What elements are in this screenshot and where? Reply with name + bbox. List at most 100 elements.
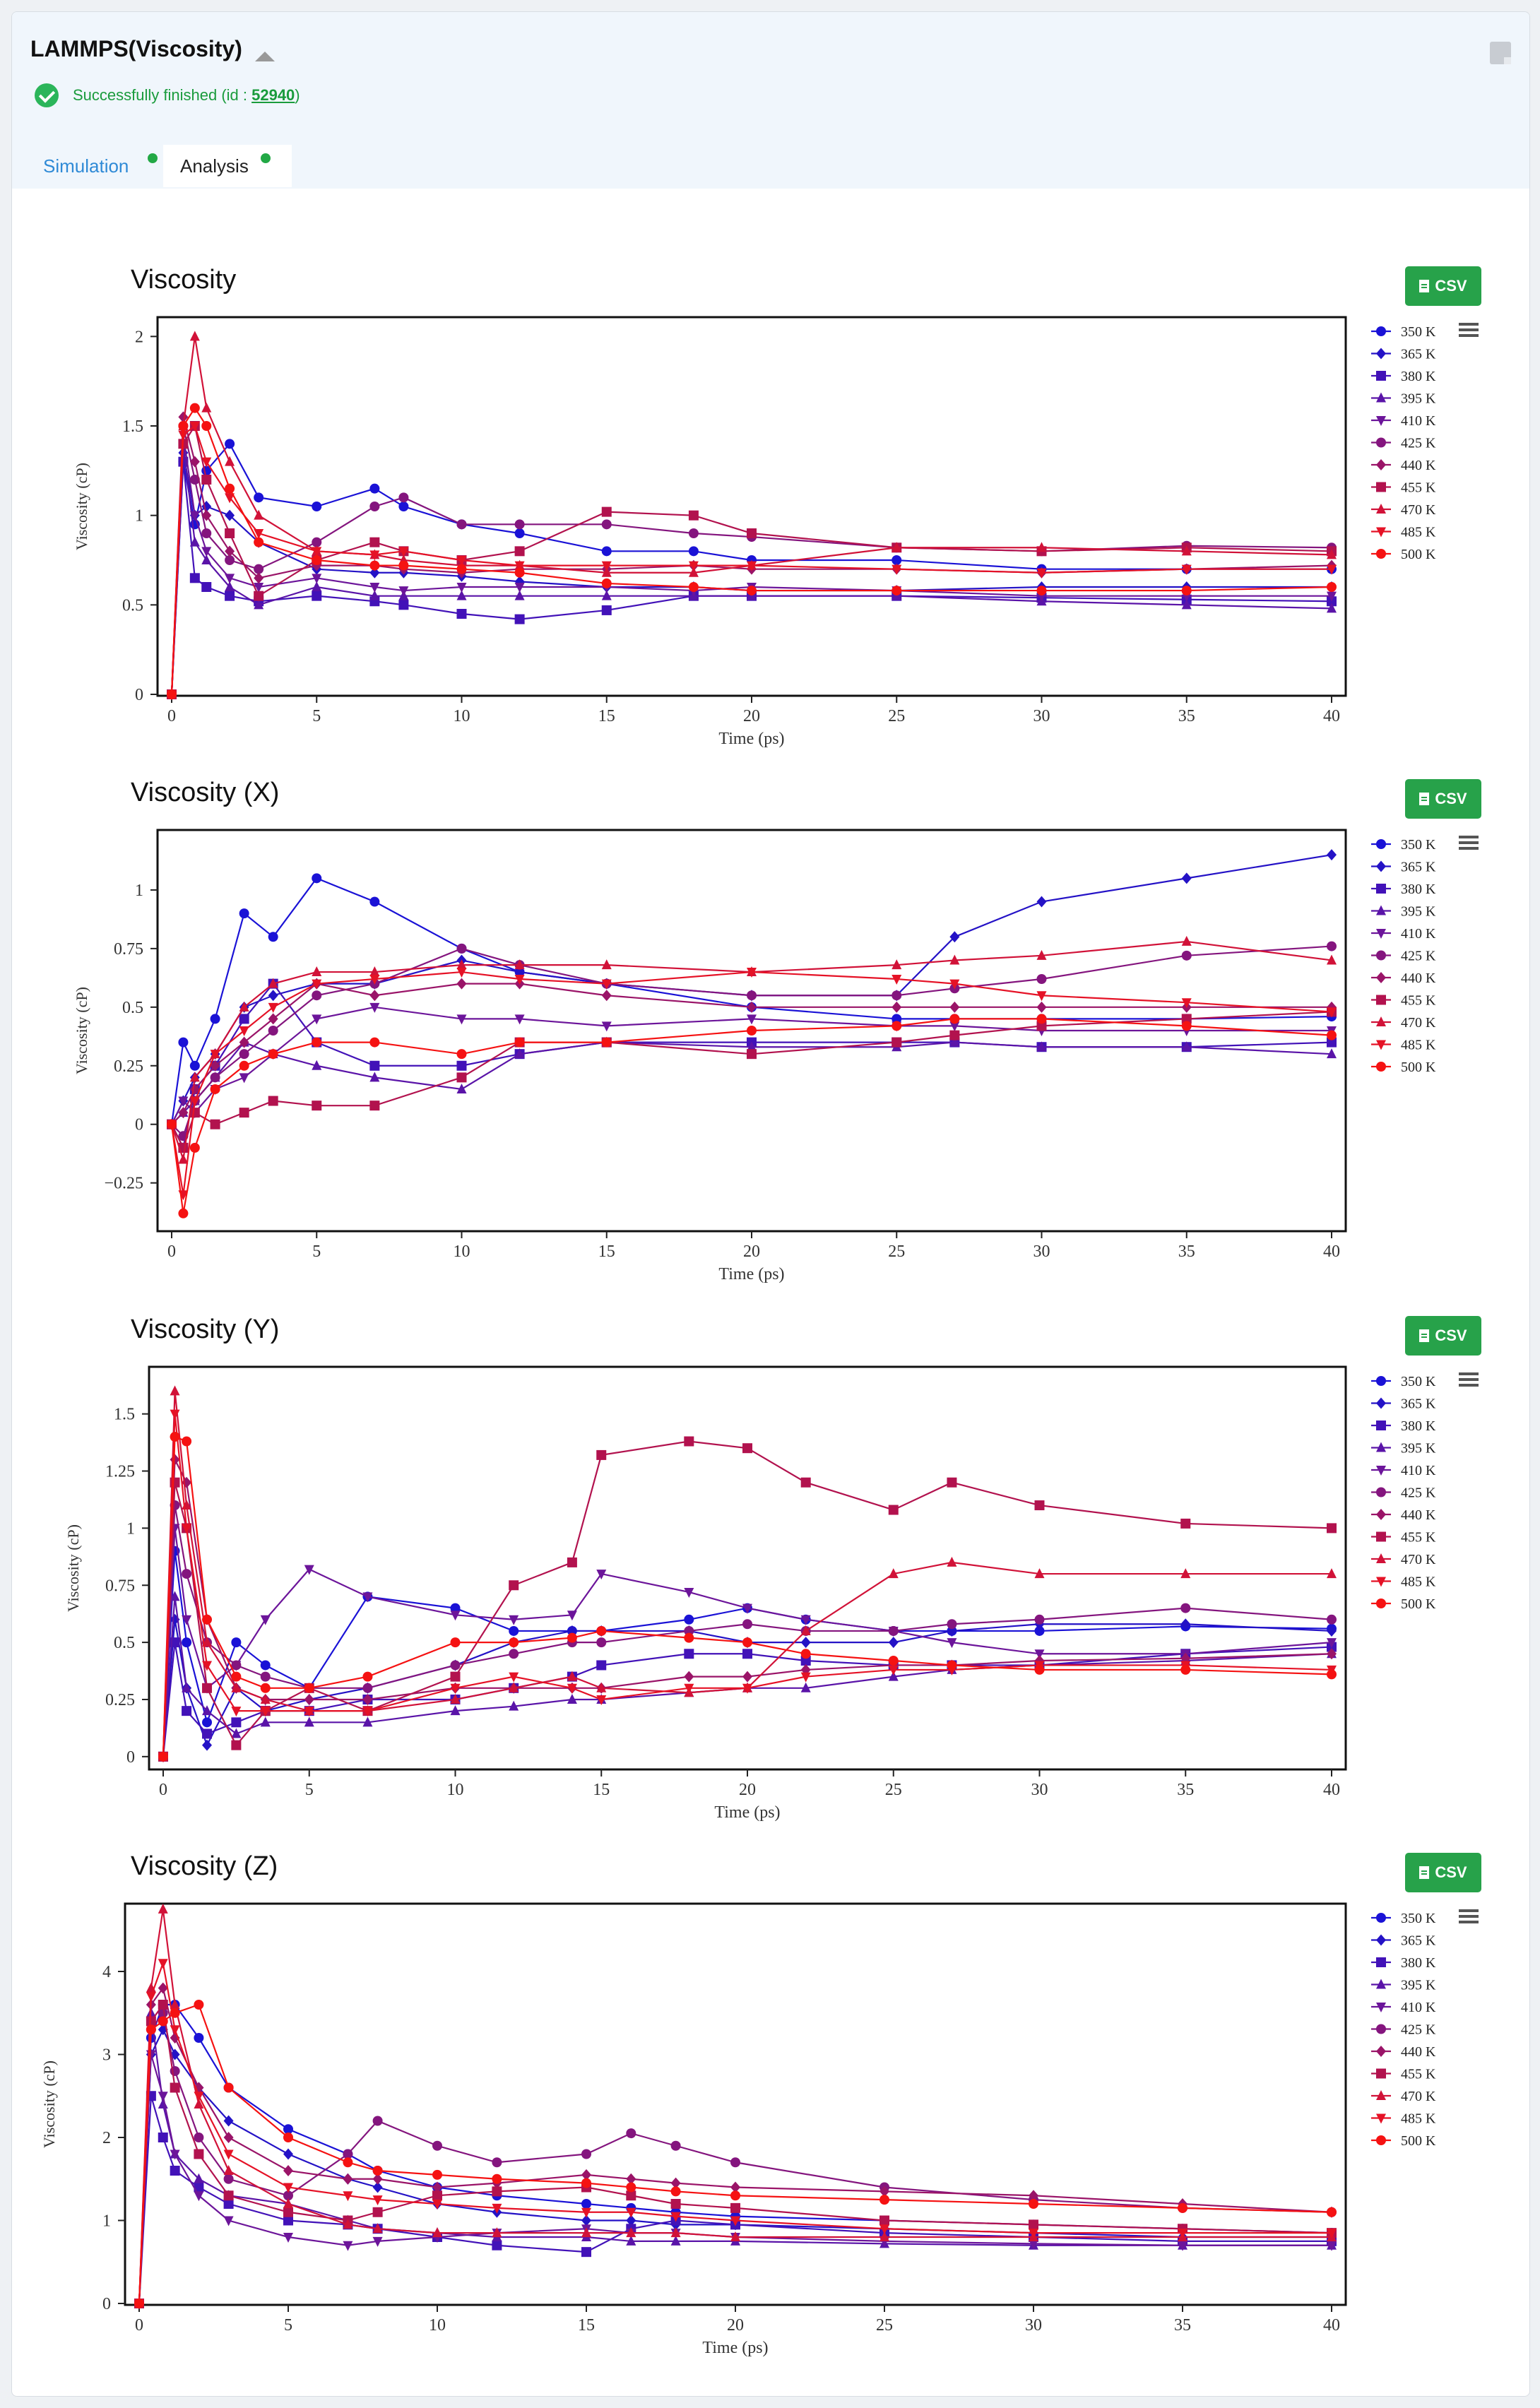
data-point — [223, 2132, 234, 2143]
data-point — [949, 1030, 960, 1040]
data-point — [596, 1695, 607, 1705]
data-point — [1327, 564, 1337, 575]
data-point — [268, 932, 278, 942]
data-point — [223, 2199, 234, 2209]
data-point — [581, 2247, 591, 2258]
hamburger-menu-icon[interactable] — [1459, 1372, 1479, 1387]
data-point — [343, 2191, 353, 2202]
note-icon[interactable] — [1490, 42, 1511, 64]
series-line — [170, 444, 1332, 695]
legend-item: 380 K — [1401, 369, 1436, 384]
csv-download-button[interactable]: CSV — [1405, 266, 1481, 306]
data-point — [730, 2190, 740, 2201]
csv-download-button[interactable]: CSV — [1405, 1316, 1481, 1356]
data-point — [688, 561, 699, 571]
data-point — [456, 1060, 467, 1071]
status-text: Successfully finished (id : 52940) — [73, 86, 300, 104]
hamburger-menu-icon[interactable] — [1459, 323, 1479, 337]
y-tick-label: 0.25 — [114, 1057, 143, 1076]
x-tick-label: 20 — [739, 1781, 756, 1799]
data-point — [170, 1385, 180, 1396]
x-tick-label: 5 — [305, 1781, 314, 1799]
legend-item: 380 K — [1401, 882, 1436, 897]
data-point — [1327, 1669, 1337, 1680]
legend-item: 470 K — [1401, 2089, 1436, 2104]
data-point — [201, 547, 212, 557]
tab-simulation[interactable]: Simulation — [26, 145, 158, 187]
data-point — [509, 1580, 519, 1591]
data-point — [369, 975, 380, 985]
x-tick-label: 35 — [1177, 1781, 1194, 1799]
data-point — [170, 2025, 180, 2036]
caret-up-icon[interactable] — [255, 52, 275, 61]
data-point — [254, 529, 264, 539]
data-point — [1327, 1625, 1337, 1637]
data-point — [343, 2157, 353, 2168]
data-point — [888, 1505, 899, 1515]
data-point — [369, 1072, 380, 1082]
data-point — [1327, 603, 1337, 613]
y-tick-label: 2 — [135, 328, 143, 346]
data-point — [892, 1037, 902, 1048]
y-tick-label: 0.75 — [105, 1577, 135, 1595]
legend-item: 470 K — [1401, 1552, 1436, 1567]
data-point — [369, 537, 380, 547]
job-id-link[interactable]: 52940 — [251, 86, 295, 104]
file-icon — [1419, 1329, 1430, 1342]
legend-marker — [1376, 2024, 1386, 2034]
data-point — [947, 1619, 957, 1630]
data-point — [182, 1436, 192, 1447]
data-point — [949, 1001, 960, 1013]
data-point — [888, 1665, 899, 1675]
data-point — [492, 2157, 502, 2168]
data-point — [202, 1705, 213, 1716]
legend-marker — [1376, 1509, 1386, 1520]
data-point — [450, 1705, 461, 1716]
hamburger-menu-icon[interactable] — [1459, 1909, 1479, 1923]
file-icon — [1419, 280, 1430, 292]
data-point — [343, 2241, 353, 2251]
data-point — [456, 590, 467, 600]
hamburger-menu-icon[interactable] — [1459, 836, 1479, 850]
data-point — [201, 402, 212, 413]
chart-title: Viscosity (Y) — [131, 1315, 280, 1344]
legend-marker — [1376, 1421, 1386, 1430]
y-axis-label: Viscosity (cP) — [64, 1524, 82, 1612]
status-row: Successfully finished (id : 52940) — [35, 81, 300, 109]
data-point — [1327, 2207, 1337, 2217]
data-point — [949, 1021, 960, 1032]
data-point — [182, 1524, 192, 1534]
x-tick-label: 10 — [454, 707, 470, 725]
data-point — [747, 968, 757, 978]
x-tick-label: 40 — [1323, 707, 1340, 725]
data-point — [362, 1671, 373, 1682]
data-point — [189, 536, 200, 547]
data-point — [1029, 2199, 1038, 2209]
data-point — [567, 1693, 577, 1704]
tab-analysis[interactable]: Analysis — [163, 145, 292, 187]
data-point — [202, 1683, 213, 1693]
data-point — [260, 1693, 271, 1704]
data-point — [146, 2016, 156, 2027]
data-point — [1029, 2229, 1038, 2239]
data-point — [201, 582, 212, 592]
data-point — [170, 2007, 180, 2018]
data-point — [888, 1655, 899, 1666]
data-point — [225, 574, 235, 584]
data-point — [1327, 849, 1337, 861]
data-point — [312, 1101, 322, 1111]
data-point — [1029, 2239, 1038, 2250]
data-point — [514, 546, 525, 557]
data-point — [254, 564, 264, 574]
csv-download-button[interactable]: CSV — [1405, 779, 1481, 819]
data-point — [456, 583, 467, 593]
legend-item: 455 K — [1401, 2067, 1436, 2082]
data-point — [312, 591, 322, 601]
series-line — [162, 1596, 1332, 1757]
csv-download-button[interactable]: CSV — [1405, 1853, 1481, 1892]
data-point — [304, 1707, 314, 1717]
data-point — [194, 2133, 204, 2142]
data-point — [601, 605, 612, 615]
data-point — [398, 560, 409, 571]
data-point — [1036, 1001, 1047, 1013]
